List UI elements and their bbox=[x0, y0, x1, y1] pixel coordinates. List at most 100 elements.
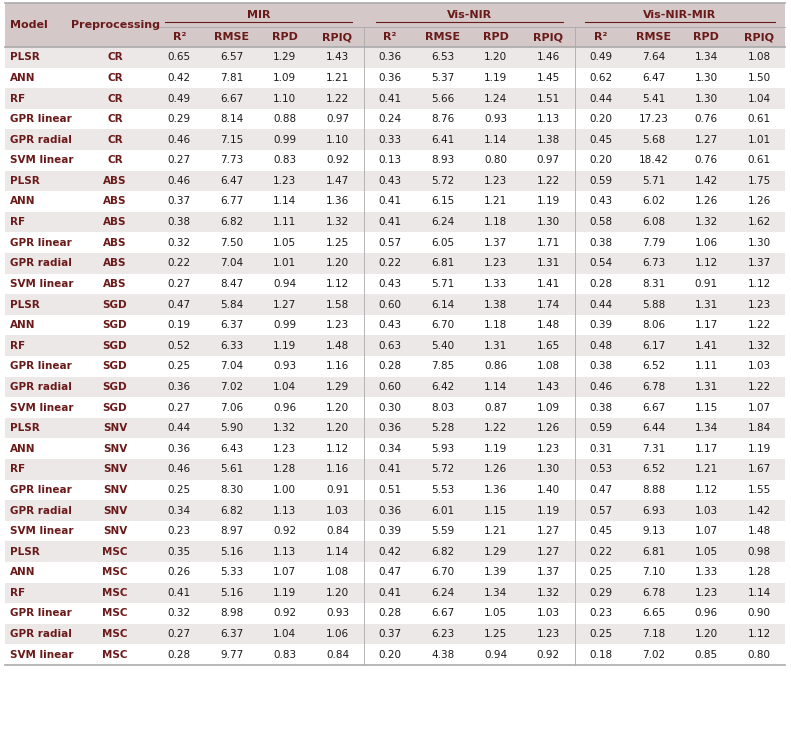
Text: RPD: RPD bbox=[694, 32, 719, 42]
Bar bbox=[574, 583, 627, 603]
Text: 5.93: 5.93 bbox=[431, 443, 455, 454]
Bar bbox=[259, 89, 311, 109]
Text: 0.29: 0.29 bbox=[168, 114, 191, 124]
Text: 0.88: 0.88 bbox=[273, 114, 297, 124]
Text: 0.92: 0.92 bbox=[273, 526, 297, 536]
Text: 0.36: 0.36 bbox=[168, 382, 191, 392]
Text: 1.22: 1.22 bbox=[484, 423, 507, 433]
Bar bbox=[364, 480, 417, 500]
Text: GPR radial: GPR radial bbox=[10, 258, 72, 269]
Bar bbox=[469, 623, 522, 644]
Text: 1.36: 1.36 bbox=[326, 196, 349, 207]
Bar bbox=[522, 68, 574, 89]
Text: 0.31: 0.31 bbox=[589, 443, 612, 454]
Text: 1.04: 1.04 bbox=[273, 382, 297, 392]
Bar bbox=[311, 336, 364, 356]
Text: 6.41: 6.41 bbox=[431, 135, 455, 144]
Bar bbox=[364, 315, 417, 336]
Bar bbox=[5, 603, 77, 623]
Text: 5.37: 5.37 bbox=[431, 73, 455, 83]
Text: 1.22: 1.22 bbox=[536, 176, 560, 186]
Text: RF: RF bbox=[10, 588, 25, 598]
Text: 0.84: 0.84 bbox=[326, 526, 349, 536]
Bar bbox=[469, 603, 522, 623]
Bar bbox=[153, 294, 206, 315]
Text: RF: RF bbox=[10, 217, 25, 227]
Bar bbox=[259, 109, 311, 129]
Text: 1.05: 1.05 bbox=[484, 609, 507, 618]
Text: SGD: SGD bbox=[103, 382, 127, 392]
Bar bbox=[417, 418, 469, 438]
Bar bbox=[153, 583, 206, 603]
Bar bbox=[153, 232, 206, 253]
Text: 1.18: 1.18 bbox=[484, 217, 507, 227]
Text: 1.38: 1.38 bbox=[484, 300, 507, 310]
Text: MSC: MSC bbox=[102, 609, 128, 618]
Bar bbox=[522, 542, 574, 562]
Bar bbox=[522, 27, 574, 47]
Text: 0.94: 0.94 bbox=[273, 279, 297, 289]
Text: 0.44: 0.44 bbox=[168, 423, 191, 433]
Bar bbox=[5, 356, 77, 376]
Text: 0.13: 0.13 bbox=[379, 155, 402, 165]
Text: 1.19: 1.19 bbox=[536, 196, 560, 207]
Bar bbox=[417, 356, 469, 376]
Text: R²: R² bbox=[594, 32, 607, 42]
Bar bbox=[522, 562, 574, 583]
Bar bbox=[153, 212, 206, 232]
Bar bbox=[364, 274, 417, 294]
Text: 0.99: 0.99 bbox=[273, 320, 297, 330]
Text: 6.52: 6.52 bbox=[642, 464, 665, 475]
Bar bbox=[206, 438, 259, 459]
Text: 0.61: 0.61 bbox=[747, 155, 770, 165]
Text: ANN: ANN bbox=[10, 443, 36, 454]
Bar bbox=[206, 500, 259, 521]
Bar bbox=[574, 336, 627, 356]
Bar bbox=[522, 623, 574, 644]
Text: 1.14: 1.14 bbox=[484, 135, 507, 144]
Text: 0.57: 0.57 bbox=[589, 505, 612, 516]
Bar bbox=[364, 562, 417, 583]
Bar bbox=[206, 521, 259, 542]
Bar bbox=[627, 623, 680, 644]
Text: SVM linear: SVM linear bbox=[10, 526, 74, 536]
Text: MSC: MSC bbox=[102, 588, 128, 598]
Bar bbox=[574, 480, 627, 500]
Bar bbox=[732, 336, 785, 356]
Text: 1.14: 1.14 bbox=[273, 196, 297, 207]
Bar bbox=[206, 459, 259, 480]
Bar bbox=[364, 583, 417, 603]
Bar bbox=[5, 438, 77, 459]
Text: 1.19: 1.19 bbox=[536, 505, 560, 516]
Bar bbox=[522, 438, 574, 459]
Bar bbox=[5, 459, 77, 480]
Text: Preprocessing: Preprocessing bbox=[70, 20, 160, 30]
Text: 1.31: 1.31 bbox=[694, 300, 718, 310]
Text: 0.38: 0.38 bbox=[168, 217, 191, 227]
Bar bbox=[77, 356, 153, 376]
Text: 0.43: 0.43 bbox=[379, 320, 402, 330]
Text: 0.43: 0.43 bbox=[379, 176, 402, 186]
Bar bbox=[522, 253, 574, 274]
Text: 1.26: 1.26 bbox=[747, 196, 770, 207]
Text: 1.23: 1.23 bbox=[273, 443, 297, 454]
Bar bbox=[311, 356, 364, 376]
Text: 6.77: 6.77 bbox=[221, 196, 244, 207]
Text: RMSE: RMSE bbox=[636, 32, 672, 42]
Bar bbox=[77, 336, 153, 356]
Text: 0.93: 0.93 bbox=[273, 362, 297, 371]
Text: 0.38: 0.38 bbox=[589, 237, 612, 248]
Bar bbox=[680, 623, 732, 644]
Bar bbox=[259, 274, 311, 294]
Text: 5.71: 5.71 bbox=[431, 279, 455, 289]
Bar bbox=[206, 583, 259, 603]
Text: 8.93: 8.93 bbox=[431, 155, 455, 165]
Text: 0.83: 0.83 bbox=[273, 650, 297, 660]
Bar bbox=[522, 500, 574, 521]
Text: 1.01: 1.01 bbox=[747, 135, 770, 144]
Text: RMSE: RMSE bbox=[214, 32, 250, 42]
Bar bbox=[417, 212, 469, 232]
Text: 1.12: 1.12 bbox=[326, 279, 349, 289]
Text: 0.34: 0.34 bbox=[379, 443, 402, 454]
Bar bbox=[5, 150, 77, 170]
